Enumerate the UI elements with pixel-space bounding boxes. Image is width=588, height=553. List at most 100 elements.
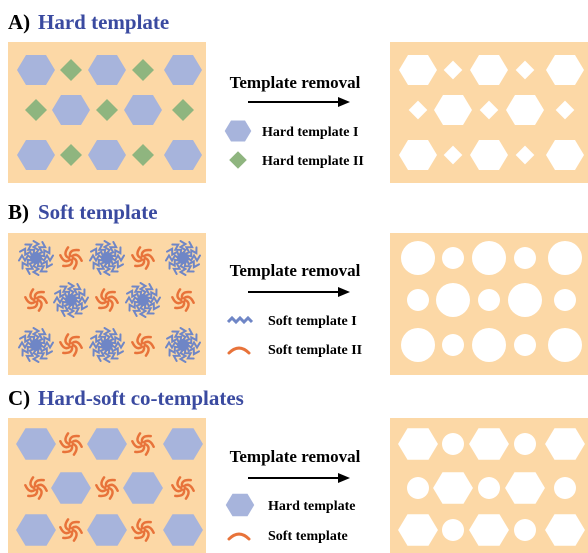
hexagon — [124, 95, 162, 125]
soft-template — [59, 439, 72, 449]
legend-wave — [226, 315, 254, 325]
hexagon — [506, 95, 544, 125]
pore — [436, 283, 470, 317]
soft-template-arm — [24, 330, 36, 342]
soft-template-arm — [165, 253, 179, 263]
pore — [407, 289, 429, 311]
hexagon — [163, 514, 203, 546]
soft-template — [140, 335, 152, 345]
soft-template-arm — [96, 348, 106, 362]
soft-template — [59, 340, 72, 350]
soft-template-arm — [31, 327, 41, 341]
pore — [514, 433, 536, 455]
soft-template — [35, 483, 48, 493]
soft-template — [59, 253, 72, 263]
hexagon — [469, 514, 509, 546]
pore — [401, 328, 435, 362]
soft-template-arm — [92, 345, 104, 357]
soft-template — [107, 298, 114, 312]
soft-template — [64, 246, 71, 260]
hexagon — [16, 514, 56, 546]
diamond — [60, 59, 82, 81]
soft-template — [24, 295, 37, 305]
soft-template-arm — [56, 300, 68, 312]
pore — [478, 289, 500, 311]
soft-template — [131, 340, 144, 350]
legend-label: Soft template I — [268, 314, 357, 329]
arrow-head — [338, 473, 350, 483]
soft-template-arm — [186, 246, 198, 258]
hexagon — [433, 472, 473, 504]
soft-template — [174, 300, 186, 310]
soft-template-arm — [89, 253, 103, 263]
soft-template-arm — [111, 253, 125, 263]
soft-template — [134, 345, 146, 355]
soft-template — [136, 432, 143, 446]
soft-template-arm — [96, 261, 106, 275]
soft-template-arm — [54, 289, 68, 299]
soft-template — [104, 290, 116, 300]
soft-template — [33, 290, 45, 300]
soft-template — [143, 528, 150, 542]
soft-template — [140, 248, 152, 258]
soft-template — [177, 339, 189, 351]
soft-template-arm — [89, 340, 103, 350]
pore — [514, 334, 536, 356]
soft-template-arm — [138, 304, 148, 318]
soft-template — [136, 333, 143, 347]
soft-template — [176, 476, 183, 490]
soft-template-arm — [107, 261, 119, 273]
hexagon — [123, 472, 163, 504]
soft-template-arm — [143, 303, 155, 315]
soft-template-arm — [40, 253, 54, 263]
soft-template-arm — [36, 348, 48, 360]
soft-template — [177, 252, 189, 264]
panel-a: A) Hard template Template removal Hard t… — [8, 10, 364, 169]
soft-template — [64, 333, 71, 347]
arrow-head — [338, 287, 350, 297]
hexagon — [164, 140, 202, 170]
soft-template-arm — [21, 345, 33, 357]
diamond — [172, 99, 194, 121]
soft-template — [64, 518, 71, 532]
soft-template — [71, 343, 78, 357]
soft-template-arm — [171, 243, 183, 255]
soft-template — [29, 288, 36, 302]
pore — [442, 433, 464, 455]
diamond — [515, 60, 535, 80]
shapes — [8, 42, 588, 553]
pore — [554, 289, 576, 311]
soft-template-arm — [108, 328, 118, 342]
soft-template-arm — [184, 241, 194, 255]
hexagon — [505, 472, 545, 504]
soft-template — [134, 530, 146, 540]
soft-template-arm — [178, 240, 188, 254]
soft-template — [70, 439, 83, 449]
hexagon — [470, 55, 508, 85]
diamond — [443, 60, 463, 80]
soft-template — [71, 442, 78, 456]
soft-template-arm — [168, 345, 180, 357]
soft-template — [65, 294, 77, 306]
soft-template — [71, 528, 78, 542]
soft-template-arm — [39, 259, 53, 269]
soft-template-arm — [40, 340, 54, 350]
soft-template-arm — [110, 333, 122, 345]
hexagon — [87, 428, 127, 460]
soft-template-arm — [186, 333, 198, 345]
hexagon — [224, 120, 252, 142]
soft-template — [59, 525, 72, 535]
hexagon — [51, 472, 91, 504]
hexagon — [398, 514, 438, 546]
soft-template-arm — [132, 303, 142, 317]
pore — [514, 519, 536, 541]
soft-template — [183, 298, 190, 312]
soft-template-arm — [18, 253, 32, 263]
soft-template — [70, 253, 83, 263]
pore — [472, 328, 506, 362]
pore — [514, 247, 536, 269]
soft-template-arm — [178, 327, 188, 341]
soft-template — [62, 530, 74, 540]
soft-template — [68, 520, 80, 530]
panel-title: Hard template — [38, 10, 169, 34]
